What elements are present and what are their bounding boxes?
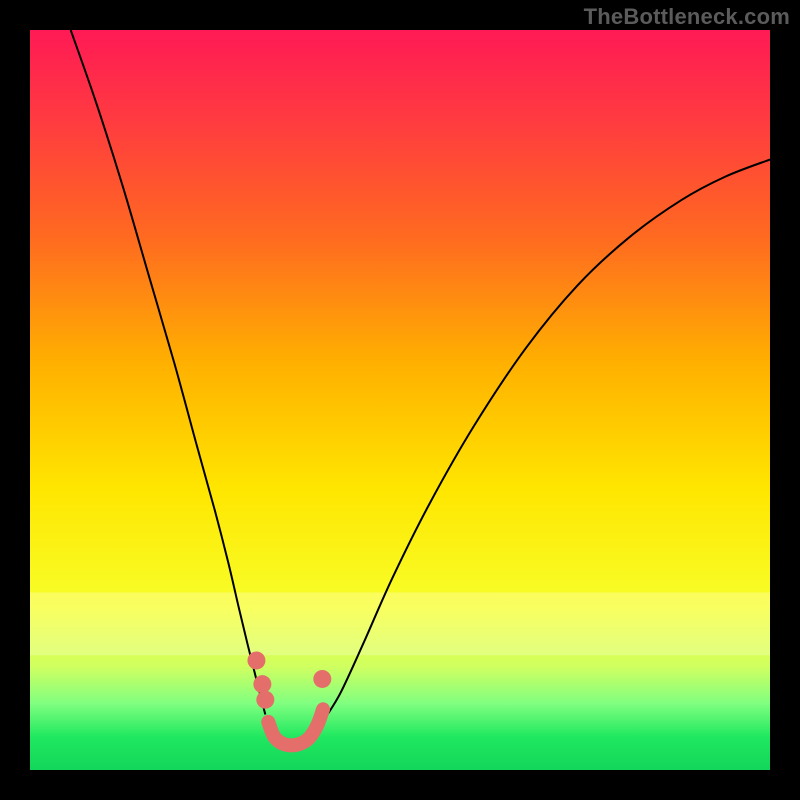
gradient-bg: [30, 30, 770, 770]
chart-frame: TheBottleneck.com: [0, 0, 800, 800]
plot-area: [30, 30, 770, 770]
data-marker: [253, 675, 271, 693]
data-marker: [313, 670, 331, 688]
data-marker: [256, 691, 274, 709]
pale-band: [30, 592, 770, 655]
plot-svg: [30, 30, 770, 770]
watermark-text: TheBottleneck.com: [584, 4, 790, 30]
data-marker: [247, 651, 265, 669]
